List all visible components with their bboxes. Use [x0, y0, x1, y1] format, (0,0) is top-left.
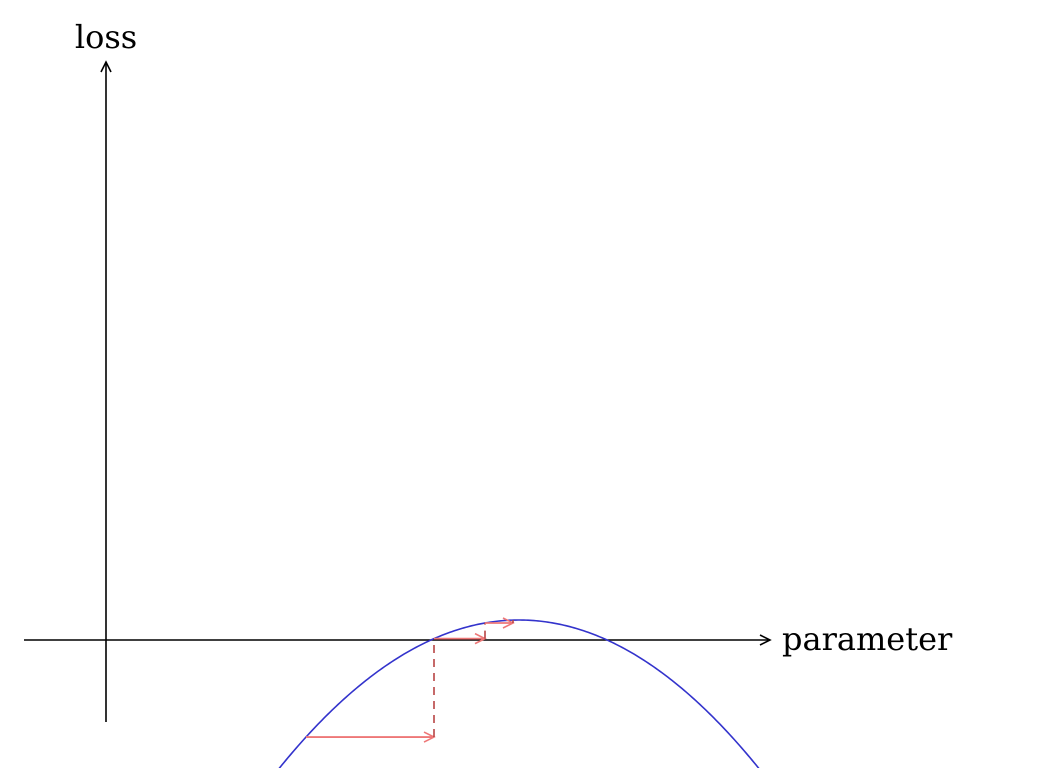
y-axis-label: loss — [75, 18, 137, 56]
descent-steps — [306, 617, 515, 743]
x-axis-label: parameter — [782, 620, 953, 658]
loss-curve — [278, 619, 760, 768]
